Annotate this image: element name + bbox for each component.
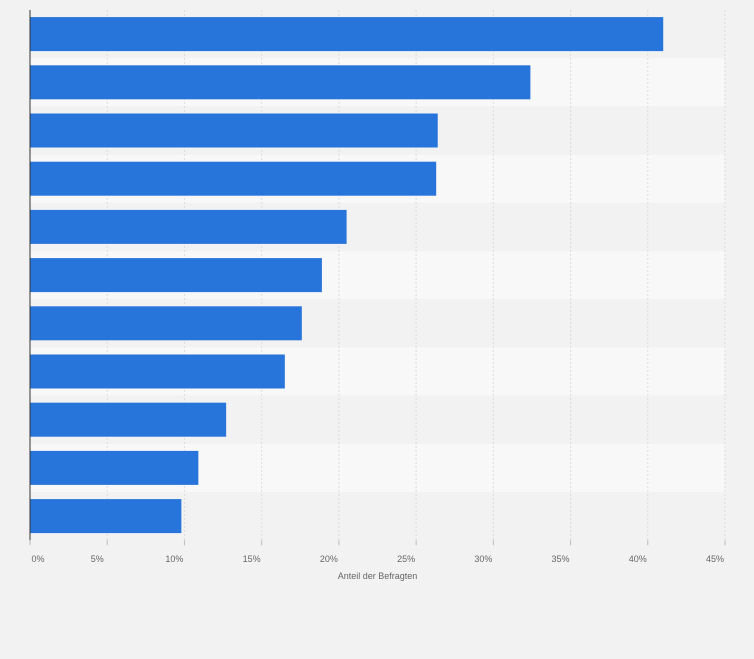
bar bbox=[30, 161, 437, 196]
x-tick-label: 40% bbox=[629, 554, 647, 564]
x-tick-label: 5% bbox=[91, 554, 104, 564]
x-tick-label: 45% bbox=[706, 554, 724, 564]
bar bbox=[30, 306, 302, 341]
bar bbox=[30, 209, 347, 244]
bar bbox=[30, 402, 227, 437]
x-tick-label: 10% bbox=[165, 554, 183, 564]
bar bbox=[30, 65, 531, 100]
bar bbox=[30, 17, 664, 52]
bar bbox=[30, 499, 182, 534]
x-tick-label: 0% bbox=[31, 554, 44, 564]
bar bbox=[30, 450, 199, 485]
x-tick-label: 30% bbox=[474, 554, 492, 564]
bar bbox=[30, 258, 322, 293]
x-axis-title: Anteil der Befragten bbox=[338, 571, 418, 581]
bar bbox=[30, 354, 285, 389]
x-tick-label: 15% bbox=[243, 554, 261, 564]
bar bbox=[30, 113, 438, 148]
x-tick-label: 25% bbox=[397, 554, 415, 564]
x-tick-label: 20% bbox=[320, 554, 338, 564]
bars bbox=[30, 17, 664, 534]
x-tick-label: 35% bbox=[552, 554, 570, 564]
x-axis-ticks: 0% 5% 10% 15% 20% 25% 30% 35% 40% 45% bbox=[29, 540, 726, 564]
